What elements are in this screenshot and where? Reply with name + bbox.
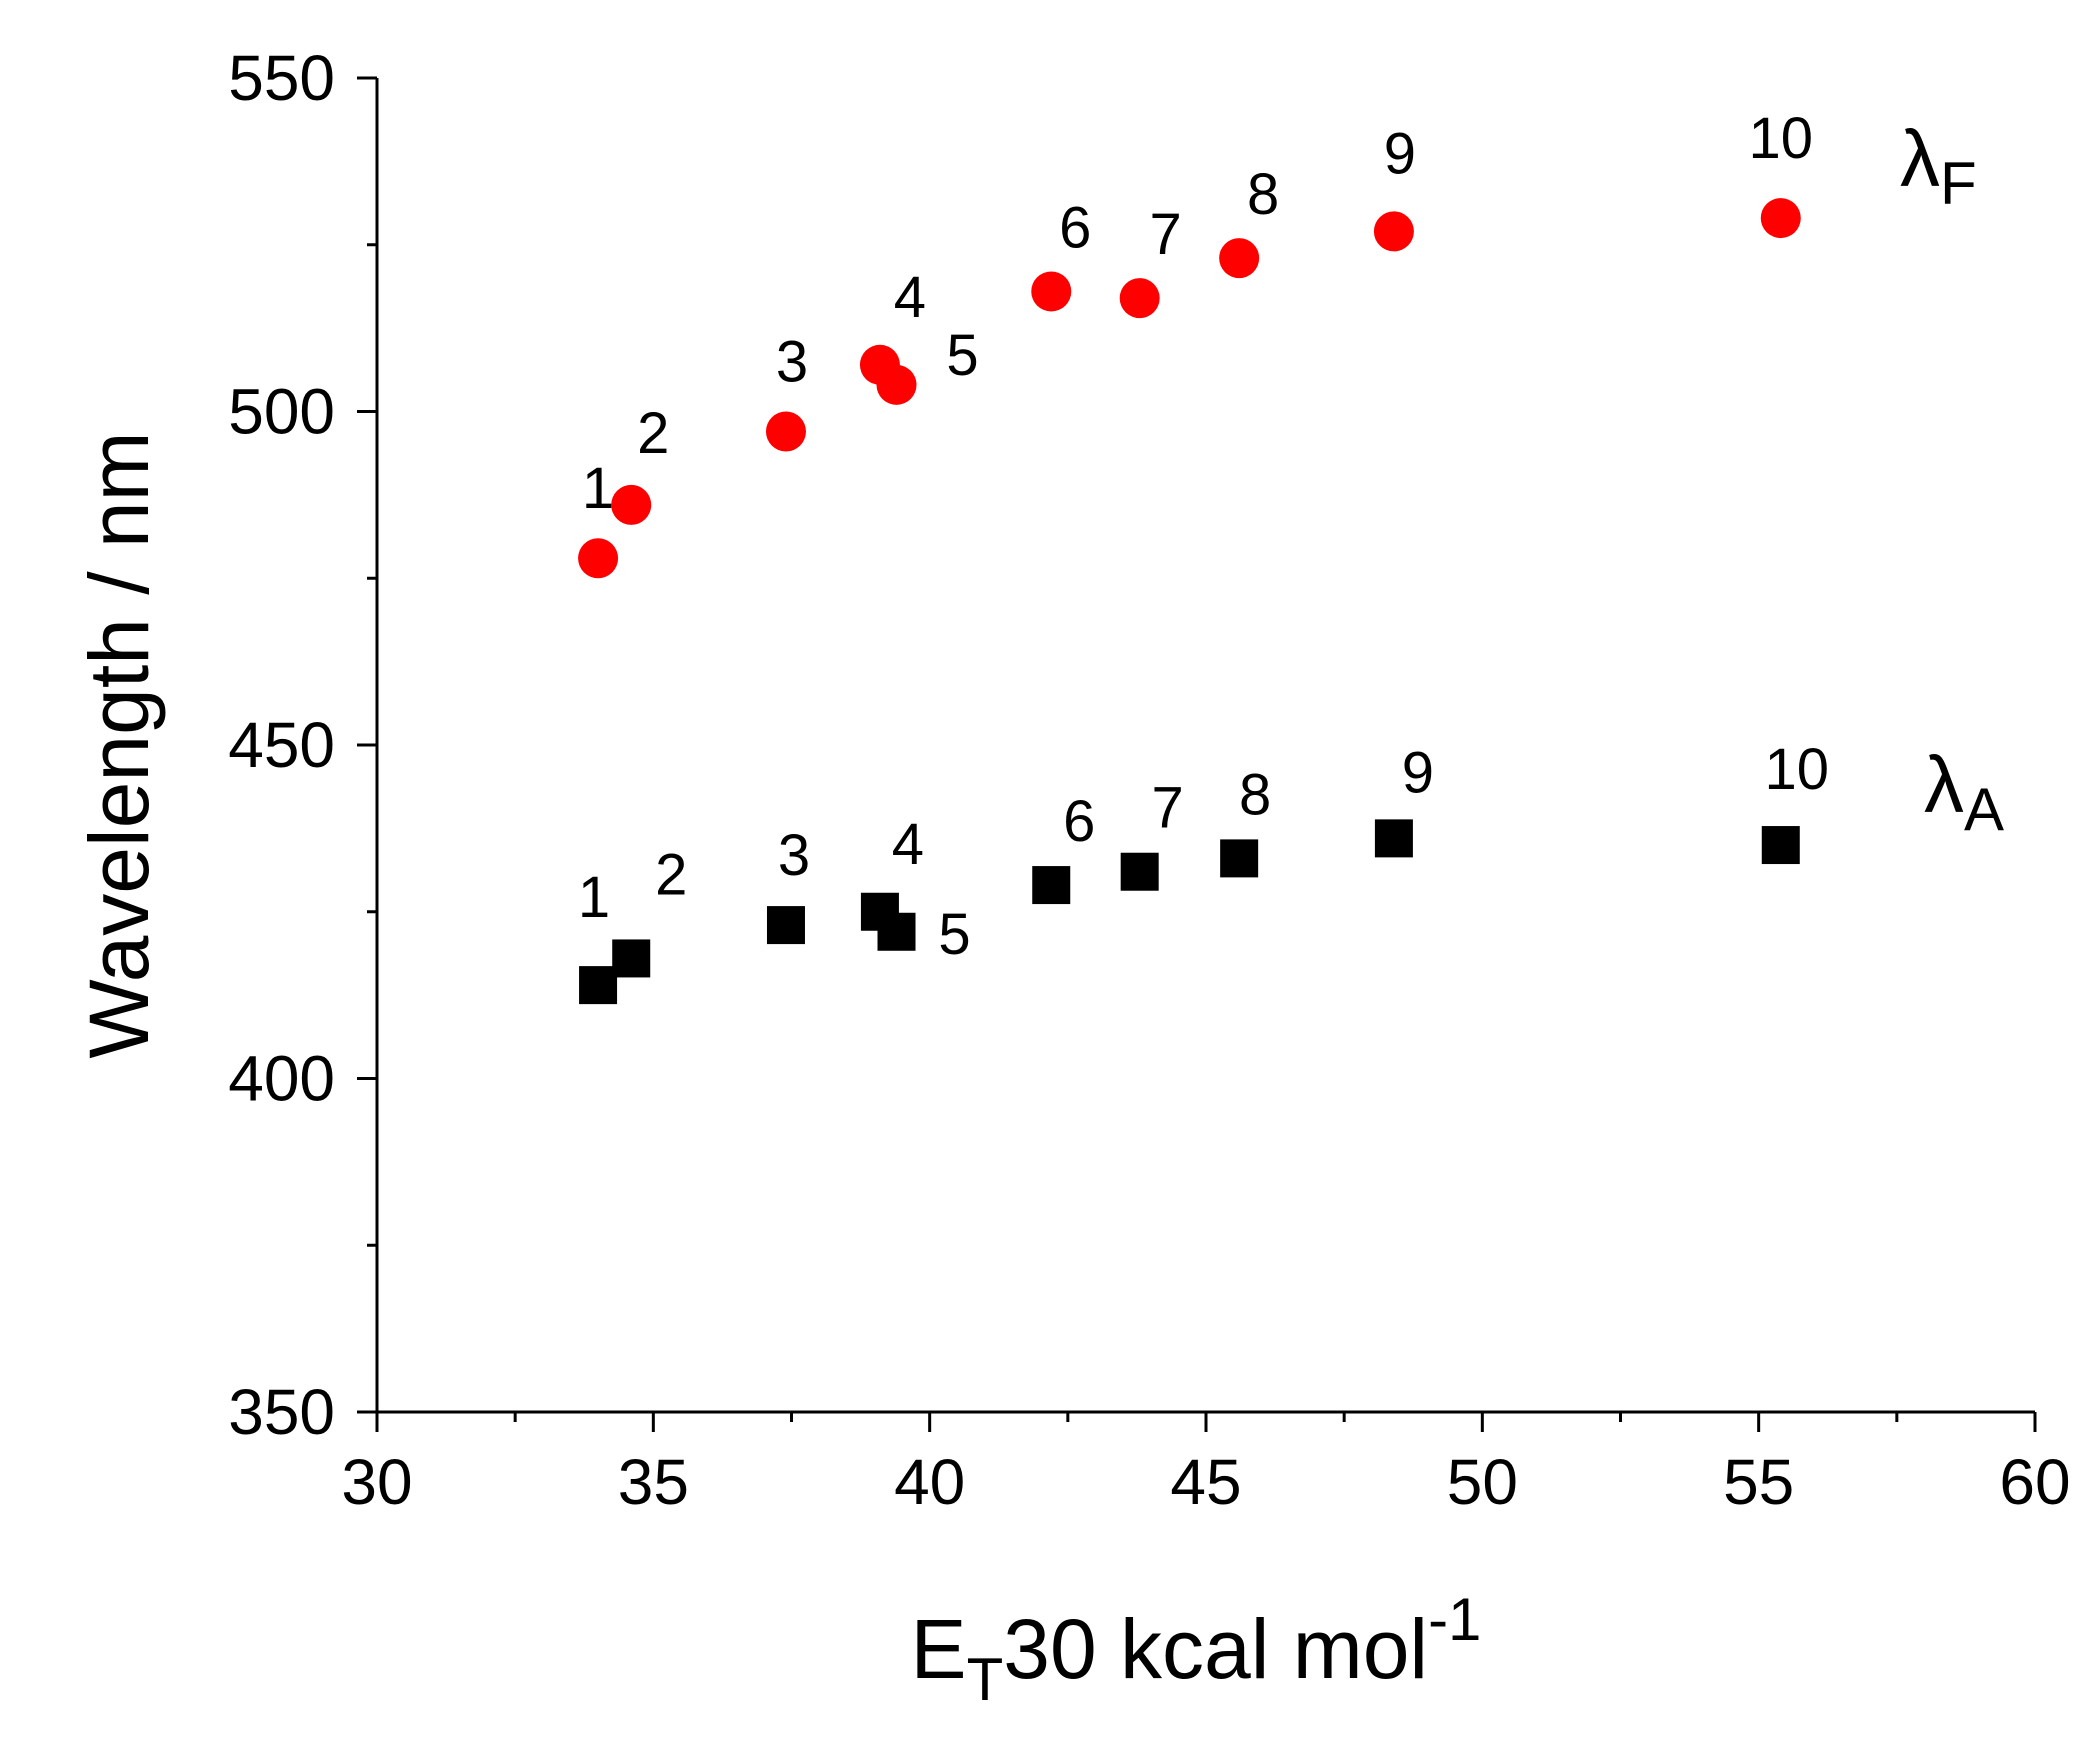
- x-tick-label: 35: [618, 1446, 689, 1518]
- point-label-lambda_F-6: 6: [1059, 195, 1091, 260]
- x-axis-title-sub: T: [967, 1646, 1004, 1713]
- point-lambda_F-7: [1119, 278, 1160, 319]
- point-lambda_F-3: [765, 411, 806, 452]
- point-label-lambda_F-8: 8: [1247, 162, 1279, 227]
- x-axis-title: ET30 kcal mol-1: [911, 1586, 1482, 1713]
- x-axis-title-sup: -1: [1428, 1586, 1481, 1653]
- point-lambda_A-10: [1761, 826, 1800, 865]
- point-lambda_A-8: [1220, 839, 1259, 878]
- x-tick-label: 55: [1723, 1446, 1794, 1518]
- y-tick-label: 350: [228, 1376, 335, 1448]
- x-axis-title-rest: 30 kcal mol: [1003, 1602, 1428, 1696]
- data-marks: [578, 198, 1801, 1005]
- point-label-lambda_F-10: 10: [1749, 106, 1814, 171]
- point-lambda_F-6: [1031, 271, 1072, 312]
- point-label-lambda_A-2: 2: [655, 842, 687, 907]
- point-lambda_A-3: [766, 906, 805, 945]
- x-tick-label: 30: [341, 1446, 412, 1518]
- point-lambda_F-2: [611, 484, 652, 525]
- point-lambda_A-2: [612, 939, 651, 978]
- point-lambda_A-7: [1120, 852, 1159, 891]
- point-label-lambda_A-4: 4: [892, 812, 924, 877]
- point-lambda_F-8: [1219, 238, 1260, 279]
- point-lambda_A-5: [877, 912, 916, 951]
- point-label-lambda_A-10: 10: [1765, 737, 1830, 802]
- point-label-lambda_F-5: 5: [946, 323, 978, 388]
- x-tick-label: 60: [1999, 1446, 2070, 1518]
- point-label-lambda_F-3: 3: [776, 330, 808, 395]
- x-tick-label: 40: [894, 1446, 965, 1518]
- point-lambda_F-5: [876, 364, 917, 405]
- point-label-lambda_F-7: 7: [1150, 202, 1182, 267]
- series-label-lambda_F: λF: [1900, 114, 1977, 217]
- y-tick-label: 550: [228, 42, 335, 114]
- y-tick-label: 500: [228, 376, 335, 448]
- point-label-lambda_F-1: 1: [582, 456, 614, 521]
- point-lambda_A-9: [1374, 819, 1413, 858]
- y-tick-label: 450: [228, 709, 335, 781]
- point-label-lambda_A-1: 1: [578, 865, 610, 930]
- series-label-lambda_A: λA: [1924, 740, 2004, 843]
- series-label-sub: F: [1940, 150, 1977, 217]
- point-label-lambda_A-8: 8: [1239, 762, 1271, 827]
- x-axis-title-main: E: [911, 1602, 967, 1696]
- x-tick-label: 50: [1447, 1446, 1518, 1518]
- series-label-symbol: λ: [1900, 114, 1940, 203]
- point-label-lambda_A-7: 7: [1152, 776, 1184, 841]
- point-lambda_F-1: [578, 538, 619, 579]
- point-label-lambda_F-9: 9: [1384, 121, 1416, 186]
- point-label-lambda_A-3: 3: [778, 823, 810, 888]
- point-label-lambda_A-5: 5: [938, 902, 970, 967]
- x-tick-label: 45: [1170, 1446, 1241, 1518]
- point-lambda_F-10: [1760, 198, 1801, 239]
- point-lambda_A-1: [579, 966, 618, 1005]
- point-lambda_A-6: [1032, 866, 1071, 905]
- point-label-lambda_F-2: 2: [637, 401, 669, 466]
- y-tick-label: 400: [228, 1043, 335, 1115]
- y-axis-title: Wavelength / nm: [72, 431, 166, 1058]
- series-label-symbol: λ: [1924, 740, 1964, 829]
- point-label-lambda_A-9: 9: [1402, 740, 1434, 805]
- series-label-sub: A: [1964, 776, 2004, 843]
- point-label-lambda_A-6: 6: [1063, 789, 1095, 854]
- point-lambda_F-9: [1373, 211, 1414, 252]
- point-label-lambda_F-4: 4: [894, 265, 926, 330]
